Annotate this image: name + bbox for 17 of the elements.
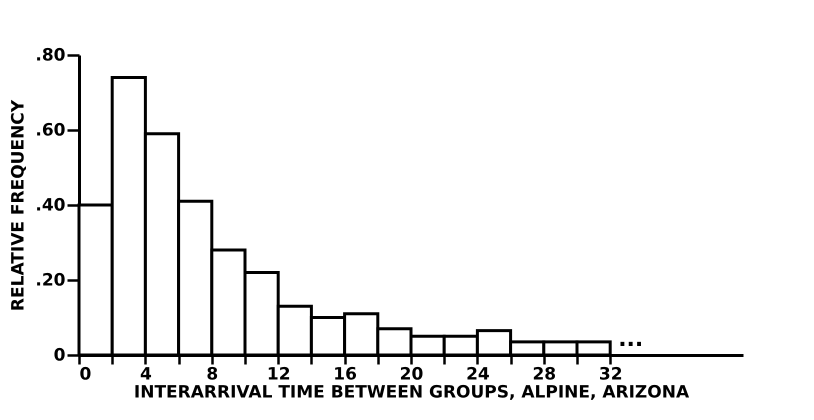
y-tick-label: .40 <box>35 196 66 216</box>
annotation: ... <box>618 327 644 352</box>
x-tick-label: 20 <box>400 364 424 384</box>
y-tick-label: .60 <box>35 120 66 140</box>
y-tick-label: .80 <box>35 46 66 66</box>
x-tick-label: 4 <box>140 364 152 384</box>
y-tick-label: .20 <box>35 270 66 290</box>
x-tick-label: 32 <box>598 364 623 384</box>
y-axis-title: RELATIVE FREQUENCY <box>8 99 28 312</box>
x-tick-label: 0 <box>80 364 92 384</box>
x-tick-label: 16 <box>333 364 357 384</box>
x-axis-title: INTERARRIVAL TIME BETWEEN GROUPS, ALPINE, ARIZONA <box>134 382 690 402</box>
x-tick-label: 12 <box>266 364 291 384</box>
x-tick-label: 28 <box>532 364 556 384</box>
y-tick-label: 0 <box>54 346 66 366</box>
x-tick-label: 8 <box>206 364 218 384</box>
x-tick-label: 24 <box>466 364 490 384</box>
